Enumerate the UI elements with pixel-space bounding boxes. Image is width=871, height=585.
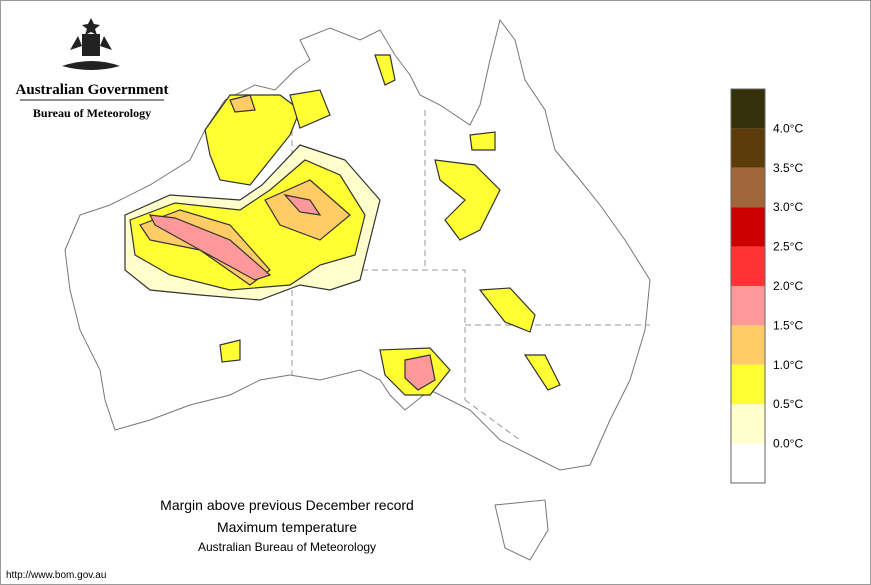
anomaly-areas xyxy=(124,54,561,396)
legend-label: 0.5°C xyxy=(773,397,803,411)
legend-border xyxy=(730,88,766,484)
tasmania xyxy=(494,499,549,561)
legend-swatch xyxy=(731,89,765,129)
emblem xyxy=(62,18,120,70)
legend-swatch xyxy=(731,128,765,168)
map-title: Margin above previous December record xyxy=(160,497,414,513)
legend-label: 3.0°C xyxy=(773,200,803,214)
legend-swatch xyxy=(731,246,765,286)
legend-swatch xyxy=(731,443,765,483)
legend-label: 4.0°C xyxy=(773,121,803,135)
legend-label: 2.5°C xyxy=(773,240,803,254)
legend-swatch xyxy=(731,207,765,247)
legend-swatch xyxy=(731,325,765,365)
legend-swatch xyxy=(731,364,765,405)
legend-swatch xyxy=(731,286,765,326)
url: http://www.bom.gov.au xyxy=(6,570,106,581)
map-source: Australian Bureau of Meteorology xyxy=(198,540,376,554)
map-subtitle: Maximum temperature xyxy=(217,519,357,535)
legend-label: 1.0°C xyxy=(773,358,803,372)
legend-label: 1.5°C xyxy=(773,318,803,332)
legend-swatch xyxy=(731,167,765,208)
agency-name: Bureau of Meteorology xyxy=(33,106,151,120)
legend-label: 0.0°C xyxy=(773,437,803,451)
legend: 4.0°C 3.5°C 3.0°C 2.5°C 2.0°C 1.5°C 1.0°C 0.5°C… xyxy=(730,88,803,484)
legend-swatch xyxy=(731,404,765,444)
org-name: Australian Government xyxy=(16,82,169,98)
legend-label: 3.5°C xyxy=(773,161,803,175)
legend-label: 2.0°C xyxy=(773,279,803,293)
